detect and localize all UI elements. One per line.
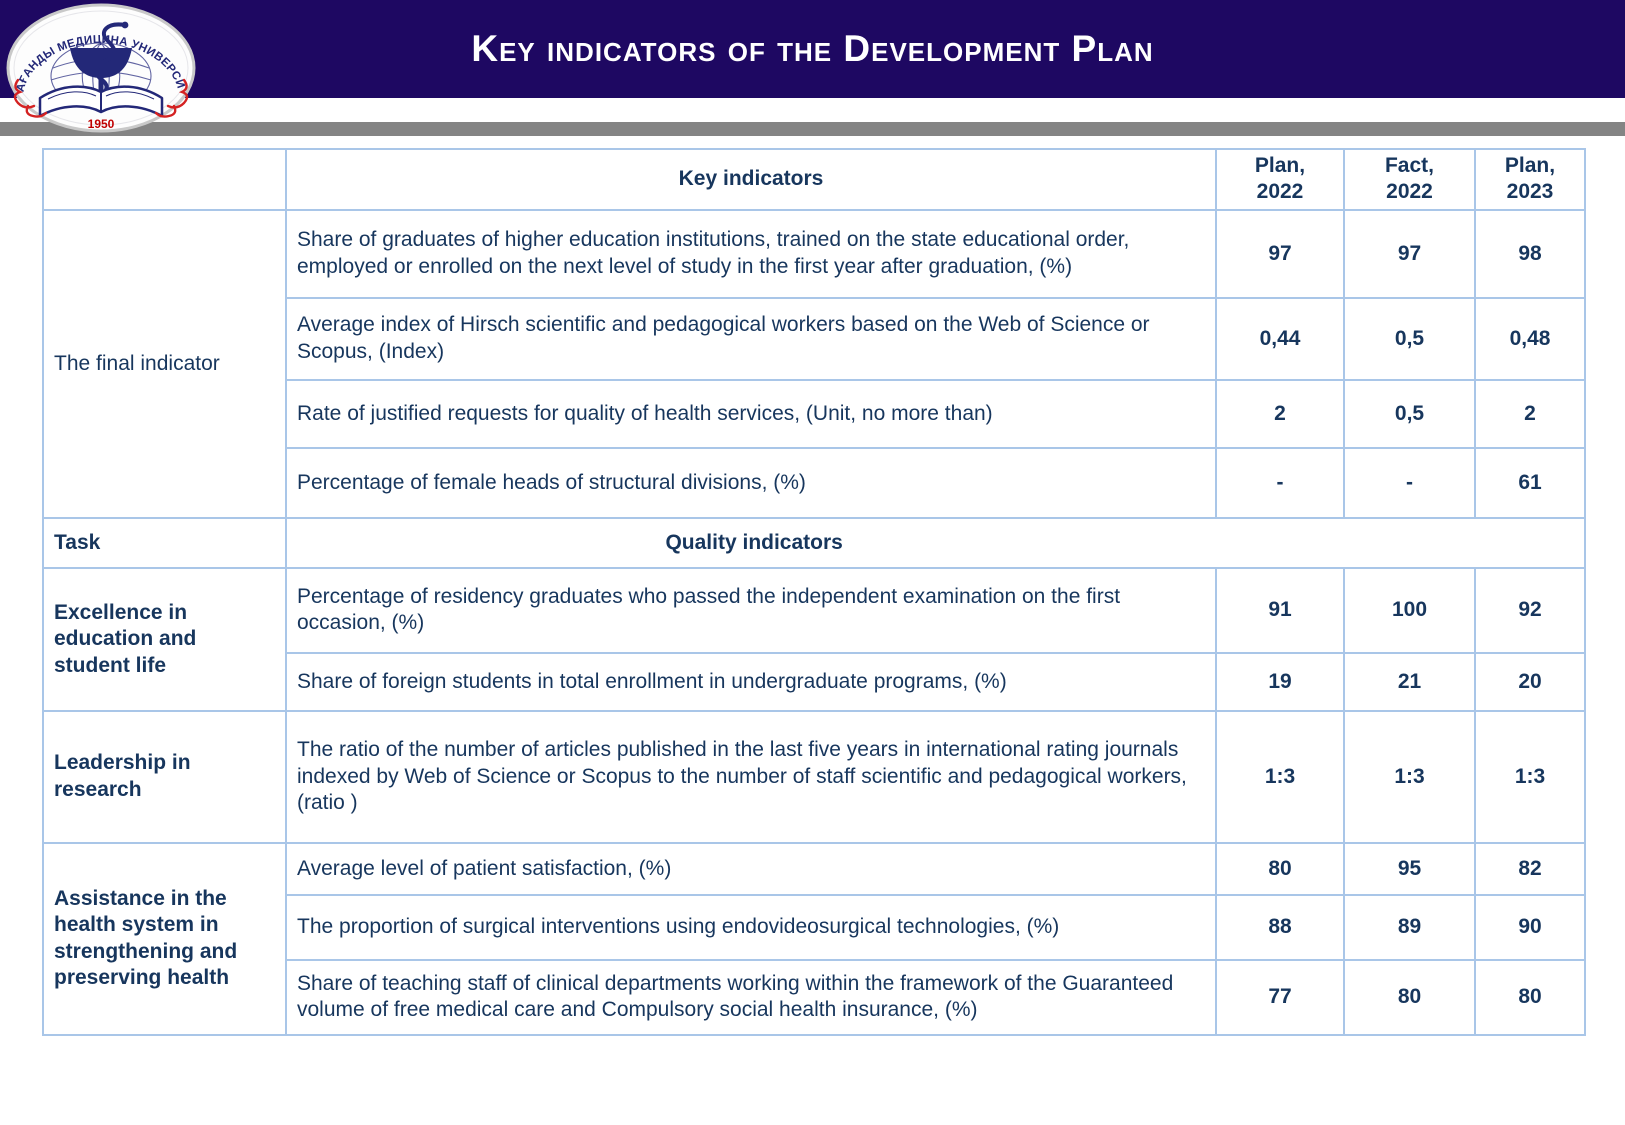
kazakh-ornament-icon (13, 78, 189, 118)
table-row: Rate of justified requests for quality o… (43, 378, 1586, 449)
plan-2023-value: 2 (1474, 378, 1586, 449)
table-row: Percentage of female heads of structural… (43, 446, 1586, 519)
fact-2022-header: Fact, 2022 (1343, 148, 1476, 211)
plan-2022-value: 97 (1215, 208, 1345, 299)
fact-2022-value: 100 (1343, 566, 1476, 654)
plan-2022-value: 80 (1215, 841, 1345, 896)
plan-2023-value: 80 (1474, 958, 1586, 1036)
plan-2022-value: 0,44 (1215, 296, 1345, 381)
task-row: Task Quality indicators (42, 516, 1586, 569)
logo-inner-ring (13, 10, 189, 126)
plan-2022-value: 88 (1215, 893, 1345, 961)
fact-2022-value: 89 (1343, 893, 1476, 961)
fact-2022-value: 0,5 (1343, 378, 1476, 449)
kpi-table: Key indicators Plan, 2022 Fact, 2022 Pla… (42, 148, 1586, 1036)
indicator-cell: Average level of patient satisfaction, (… (285, 841, 1217, 896)
corner-cell (42, 148, 287, 211)
category-cell: Excellence in education and student life (42, 566, 287, 712)
fact-2022-value: - (1343, 446, 1476, 519)
indicator-cell: Average index of Hirsch scientific and p… (285, 296, 1217, 381)
indicator-cell: Share of graduates of higher education i… (285, 208, 1217, 299)
plan-2022-value: 77 (1215, 958, 1345, 1036)
table-row: Assistance in the health system in stren… (42, 841, 1586, 1036)
plan-2022-value: 91 (1215, 566, 1345, 654)
table-row: Excellence in education and student life… (42, 566, 1586, 712)
quality-indicators-label: Quality indicators (665, 530, 843, 554)
table-row: Share of teaching staff of clinical depa… (43, 958, 1586, 1036)
fact-2022-value: 97 (1343, 208, 1476, 299)
indicator-cell: Percentage of residency graduates who pa… (285, 566, 1217, 654)
table-row: Share of foreign students in total enrol… (43, 651, 1586, 712)
fact-2022-value: 1:3 (1343, 709, 1476, 844)
logo-founded-year: 1950 (88, 117, 115, 131)
plan-2023-value: 0,48 (1474, 296, 1586, 381)
table-row: Average index of Hirsch scientific and p… (43, 296, 1586, 381)
indicator-cell: Share of teaching staff of clinical depa… (285, 958, 1217, 1036)
fact-2022-value: 95 (1343, 841, 1476, 896)
plan-2023-value: 1:3 (1474, 709, 1586, 844)
university-logo: ҚАРАҒАНДЫ МЕДИЦИНА УНИВЕРСИТЕТІ 1950 (4, 2, 196, 133)
fact-2022-value: 80 (1343, 958, 1476, 1036)
category-cell: Leadership in research (42, 709, 287, 844)
plan-2023-value: 90 (1474, 893, 1586, 961)
category-cell: Task (42, 516, 287, 569)
plan-2023-header: Plan, 2023 (1474, 148, 1586, 211)
plan-2022-header: Plan, 2022 (1215, 148, 1345, 211)
category-cell: The final indicator (42, 208, 287, 519)
table-row: Leadership in research The ratio of the … (42, 709, 1586, 844)
plan-2023-value: 20 (1474, 651, 1586, 712)
plan-2023-value: 82 (1474, 841, 1586, 896)
title-band (0, 0, 1625, 98)
table-row: The proportion of surgical interventions… (43, 893, 1586, 961)
quality-indicators-cell: Quality indicators (285, 516, 1586, 569)
plan-2023-value: 98 (1474, 208, 1586, 299)
plan-2023-value: 92 (1474, 566, 1586, 654)
indicator-cell: Share of foreign students in total enrol… (285, 651, 1217, 712)
indicator-cell: Percentage of female heads of structural… (285, 446, 1217, 519)
slide-title: Key indicators of the Development Plan (471, 28, 1154, 69)
fact-2022-value: 0,5 (1343, 296, 1476, 381)
plan-2022-value: 19 (1215, 651, 1345, 712)
plan-2023-value: 61 (1474, 446, 1586, 519)
divider-bar (0, 122, 1625, 136)
category-cell: Assistance in the health system in stren… (42, 841, 287, 1036)
plan-2022-value: 1:3 (1215, 709, 1345, 844)
fact-2022-value: 21 (1343, 651, 1476, 712)
key-indicators-header: Key indicators (285, 148, 1217, 211)
indicator-cell: Rate of justified requests for quality o… (285, 378, 1217, 449)
indicator-cell: The ratio of the number of articles publ… (285, 709, 1217, 844)
table-row: The final indicator Share of graduates o… (42, 208, 1586, 519)
plan-2022-value: 2 (1215, 378, 1345, 449)
indicator-cell: The proportion of surgical interventions… (285, 893, 1217, 961)
plan-2022-value: - (1215, 446, 1345, 519)
table-header-row: Key indicators Plan, 2022 Fact, 2022 Pla… (42, 148, 1586, 211)
